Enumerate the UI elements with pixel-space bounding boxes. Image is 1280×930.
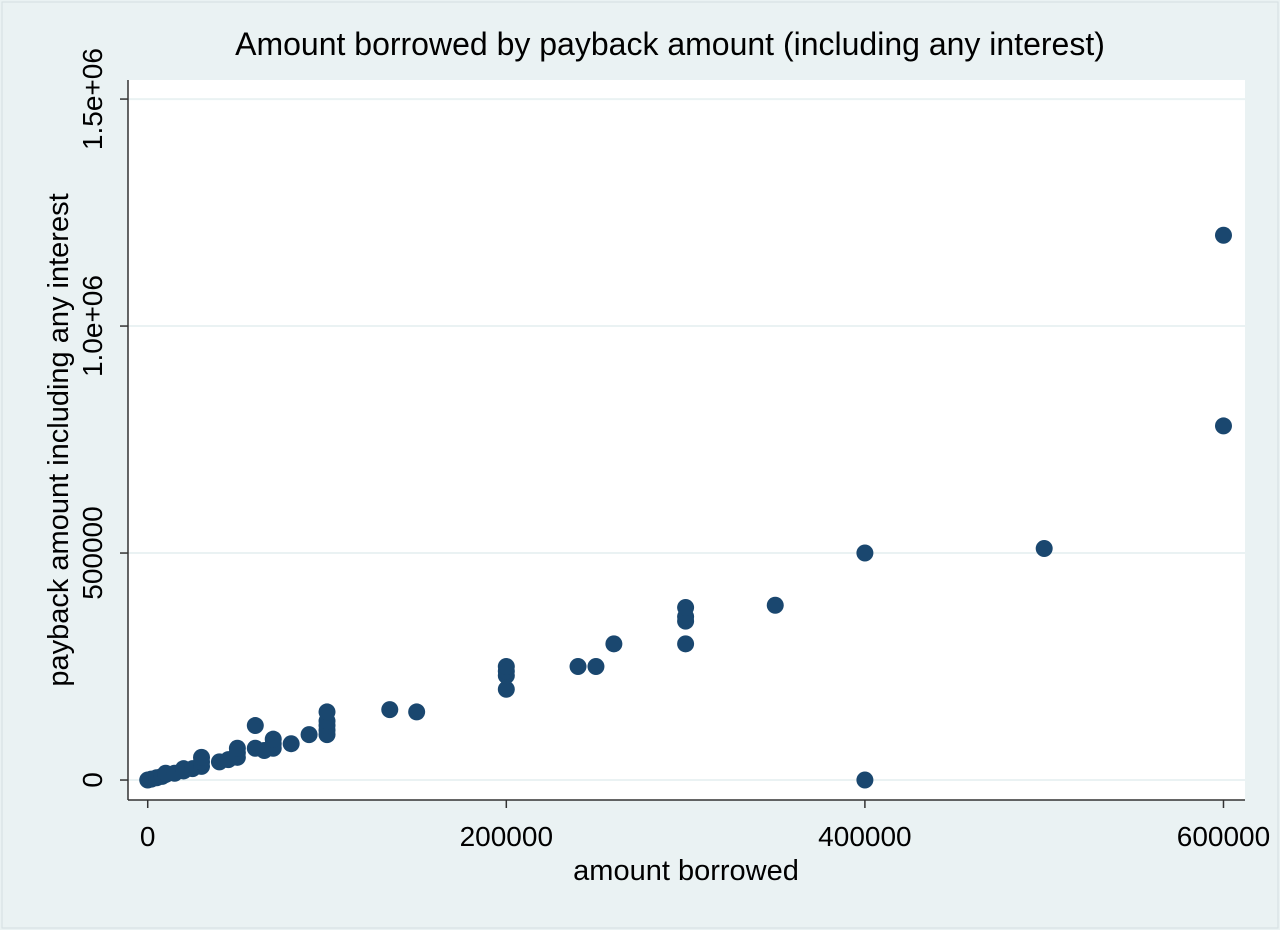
x-tick-label: 0 bbox=[140, 821, 156, 852]
point bbox=[300, 726, 318, 744]
point bbox=[856, 544, 874, 562]
x-tick-label: 600000 bbox=[1177, 821, 1270, 852]
point bbox=[1214, 226, 1232, 244]
point bbox=[587, 658, 605, 676]
plot-area bbox=[128, 80, 1245, 800]
point bbox=[1214, 417, 1232, 435]
y-tick-label: 500000 bbox=[77, 506, 108, 599]
y-axis-title: payback amount including any interest bbox=[43, 193, 75, 686]
chart-title: Amount borrowed by payback amount (inclu… bbox=[235, 26, 1105, 62]
x-tick-label: 400000 bbox=[818, 821, 911, 852]
y-tick-label: 1.0e+06 bbox=[77, 275, 108, 377]
x-axis-title: amount borrowed bbox=[573, 855, 799, 887]
point bbox=[193, 748, 211, 766]
point bbox=[264, 730, 282, 748]
point bbox=[282, 735, 300, 753]
point bbox=[318, 703, 336, 721]
y-tick-label: 1.5e+06 bbox=[77, 48, 108, 150]
point bbox=[497, 658, 515, 676]
point bbox=[856, 771, 874, 789]
point bbox=[228, 739, 246, 757]
point bbox=[381, 701, 399, 719]
point bbox=[605, 635, 623, 653]
point bbox=[677, 635, 695, 653]
point bbox=[497, 680, 515, 698]
point bbox=[677, 599, 695, 617]
point bbox=[1035, 539, 1053, 557]
point bbox=[569, 658, 587, 676]
y-tick-label: 0 bbox=[77, 772, 108, 788]
x-tick-label: 200000 bbox=[460, 821, 553, 852]
point bbox=[408, 703, 426, 721]
point bbox=[766, 596, 784, 614]
point bbox=[246, 717, 264, 735]
